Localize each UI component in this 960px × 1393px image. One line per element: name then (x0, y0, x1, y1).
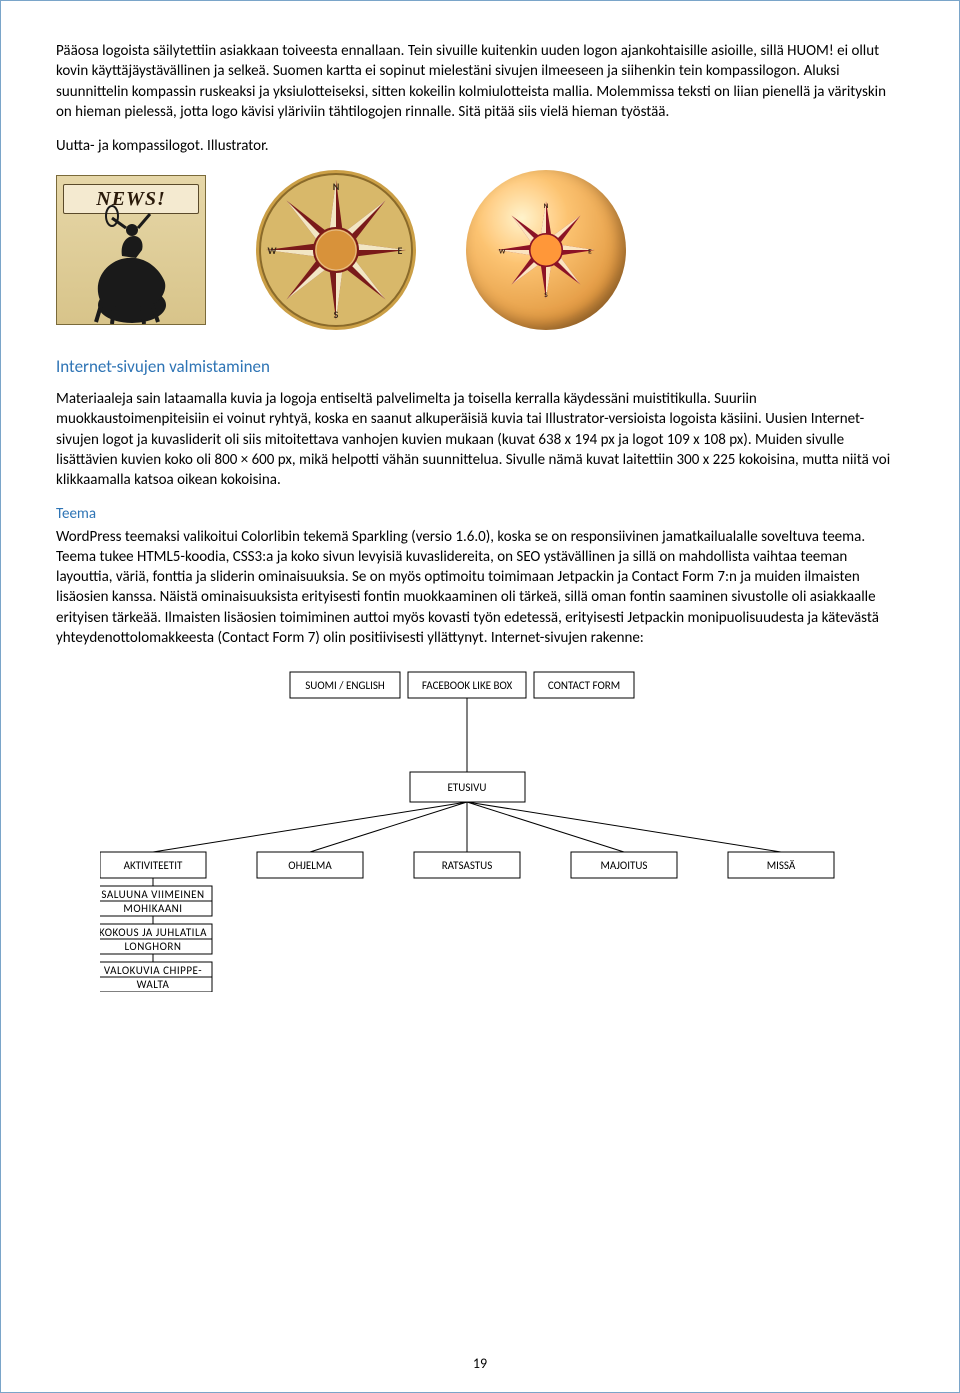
image-row: NEWS! (56, 170, 904, 330)
news-logo: NEWS! (56, 175, 206, 325)
page-number: 19 (1, 1355, 959, 1374)
svg-text:VALOKUVIA CHIPPE-: VALOKUVIA CHIPPE- (104, 964, 202, 977)
svg-text:RATSASTUS: RATSASTUS (442, 859, 493, 872)
svg-text:MOHIKAANI: MOHIKAANI (123, 902, 182, 915)
paragraph-caption: Uutta- ja kompassilogot. Illustrator. (56, 136, 904, 156)
heading-internet: Internet-sivujen valmistaminen (56, 356, 904, 379)
svg-text:FACEBOOK LIKE BOX: FACEBOOK LIKE BOX (422, 679, 513, 692)
heading-teema: Teema (56, 504, 904, 524)
svg-text:S: S (544, 290, 548, 299)
compass-flat-logo: N E S W (256, 170, 416, 330)
svg-text:LONGHORN: LONGHORN (125, 940, 182, 953)
svg-text:SUOMI / ENGLISH: SUOMI / ENGLISH (305, 679, 385, 692)
compass-rose-icon: N E S W (256, 170, 416, 330)
svg-text:AKTIVITEETIT: AKTIVITEETIT (124, 859, 183, 872)
svg-text:N: N (333, 180, 340, 193)
svg-text:W: W (499, 247, 506, 256)
svg-text:E: E (398, 244, 403, 257)
paragraph-materials: Materiaaleja sain lataamalla kuvia ja lo… (56, 389, 904, 490)
svg-text:N: N (544, 201, 549, 210)
site-structure-diagram: SUOMI / ENGLISH FACEBOOK LIKE BOX CONTAC… (56, 662, 904, 992)
svg-text:S: S (334, 308, 339, 321)
svg-text:MAJOITUS: MAJOITUS (601, 859, 648, 872)
svg-text:ETUSIVU: ETUSIVU (448, 781, 487, 794)
paragraph-intro: Pääosa logoista säilytettiin asiakkaan t… (56, 41, 904, 122)
compass-3d-logo: N E S W (466, 170, 626, 330)
news-rider-icon (62, 200, 202, 325)
svg-text:CONTACT FORM: CONTACT FORM (548, 679, 620, 692)
svg-text:E: E (588, 247, 592, 256)
svg-text:OHJELMA: OHJELMA (288, 859, 332, 872)
svg-text:WALTA: WALTA (137, 978, 170, 991)
paragraph-teema: WordPress teemaksi valikoitui Colorlibin… (56, 527, 904, 649)
diagram-sub-2: VALOKUVIA CHIPPE- WALTA (100, 962, 212, 992)
svg-text:KOKOUS JA JUHLATILA: KOKOUS JA JUHLATILA (100, 926, 207, 939)
diagram-sub-0: SALUUNA VIIMEINEN MOHIKAANI (100, 886, 212, 916)
compass-rose-3d-icon: N E S W (481, 185, 611, 315)
svg-text:MISSÄ: MISSÄ (767, 859, 796, 872)
svg-text:W: W (267, 244, 277, 257)
svg-text:SALUUNA VIIMEINEN: SALUUNA VIIMEINEN (101, 888, 204, 901)
diagram-sub-1: KOKOUS JA JUHLATILA LONGHORN (100, 924, 212, 954)
